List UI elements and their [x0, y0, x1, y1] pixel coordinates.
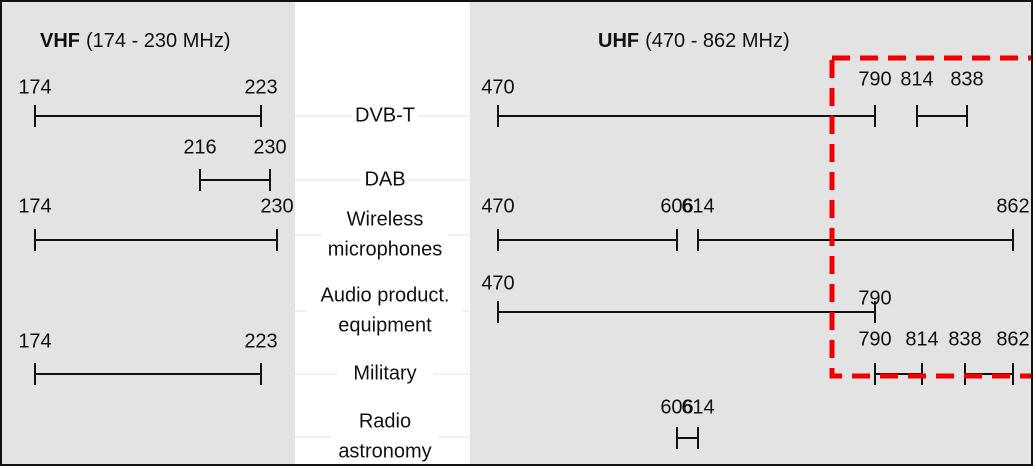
frequency-label: 606 [660, 195, 693, 217]
row-label: Wireless [347, 208, 424, 230]
row-label: DVB-T [355, 104, 415, 126]
label-box [362, 165, 408, 195]
label-box [332, 407, 438, 466]
uhf-header: UHF (470 - 862 MHz) [598, 30, 790, 52]
header-range: (470 - 862 MHz) [645, 30, 790, 52]
label-box [337, 359, 433, 389]
frequency-label: 223 [244, 330, 277, 352]
header-name: VHF [40, 30, 80, 52]
frequency-label: 470 [481, 272, 514, 294]
vhf-panel [0, 0, 295, 466]
rows: DVB-T 174 223 470 790 814 838 DAB 216 230 Wireless… [18, 68, 1030, 466]
frequency-label: 790 [858, 328, 891, 350]
frequency-label: 814 [905, 328, 938, 350]
frequency-label: 174 [18, 195, 51, 217]
row-label: astronomy [338, 440, 431, 462]
row-label: DAB [364, 168, 405, 190]
highlight-box [829, 55, 1033, 379]
row-label: Audio product. [321, 284, 450, 306]
frequency-label: 470 [481, 76, 514, 98]
uhf-panel [470, 0, 1033, 466]
frequency-label: 838 [950, 68, 983, 90]
header-name: UHF [598, 30, 639, 52]
frequency-label: 223 [244, 76, 277, 98]
frequency-label: 790 [858, 68, 891, 90]
frequency-label: 230 [260, 195, 293, 217]
label-box [352, 101, 418, 131]
row-label: equipment [338, 314, 432, 336]
row-label: Radio [359, 410, 411, 432]
header-range: (174 - 230 MHz) [86, 30, 231, 52]
frequency-label: 216 [183, 136, 216, 158]
frequency-label: 862 [996, 328, 1029, 350]
label-box [322, 205, 448, 265]
frequency-label: 230 [253, 136, 286, 158]
frequency-label: 862 [996, 195, 1029, 217]
frequency-label: 174 [18, 330, 51, 352]
frequency-label: 606 [660, 396, 693, 418]
frequency-label: 790 [858, 287, 891, 309]
frequency-label: 838 [948, 328, 981, 350]
row-label: microphones [328, 238, 443, 260]
frequency-label: 614 [681, 195, 714, 217]
label-box [307, 281, 463, 341]
frequency-label: 814 [900, 68, 933, 90]
frequency-label: 614 [681, 396, 714, 418]
frequency-label: 174 [18, 76, 51, 98]
vhf-header: VHF (174 - 230 MHz) [40, 30, 231, 52]
row-label: Military [353, 362, 416, 384]
frequency-label: 470 [481, 195, 514, 217]
